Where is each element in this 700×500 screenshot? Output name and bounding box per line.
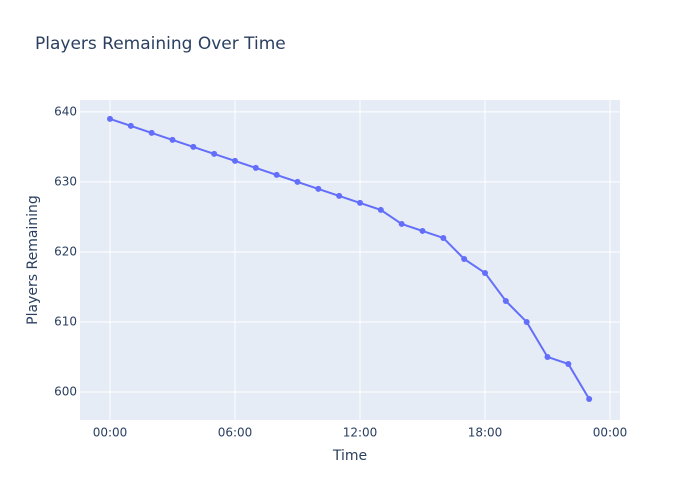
marker [127, 122, 134, 129]
y-tick-label: 630 [54, 174, 77, 188]
x-tick-label: 00:00 [93, 426, 128, 440]
marker [252, 164, 259, 171]
y-tick-label: 610 [54, 314, 77, 328]
x-tick-label: 00:00 [593, 426, 628, 440]
marker [461, 255, 468, 262]
plot-area [80, 100, 620, 420]
marker [273, 171, 280, 178]
marker [398, 220, 405, 227]
marker [315, 185, 322, 192]
marker [377, 206, 384, 213]
y-axis-title: Players Remaining [25, 195, 41, 325]
marker [357, 199, 363, 206]
marker [232, 157, 238, 164]
marker [440, 234, 447, 241]
marker [502, 297, 509, 304]
marker [190, 143, 197, 150]
marker [419, 227, 426, 234]
y-tick-label: 620 [54, 244, 77, 258]
y-tick-label: 600 [54, 384, 77, 398]
x-axis-title: Time [332, 448, 367, 464]
y-tick-label: 640 [54, 104, 77, 118]
marker [565, 360, 572, 367]
marker [482, 269, 488, 276]
marker [107, 115, 113, 122]
marker [294, 178, 301, 185]
x-tick-label: 12:00 [343, 426, 378, 440]
x-tick-label: 06:00 [218, 426, 253, 440]
marker [211, 150, 218, 157]
marker [148, 129, 155, 136]
marker [586, 395, 593, 402]
line [109, 117, 591, 400]
x-tick-label: 18:00 [468, 426, 503, 440]
marker [169, 136, 176, 143]
marker [336, 192, 343, 199]
marker [523, 318, 530, 325]
chart-title: Players Remaining Over Time [35, 34, 286, 54]
marker [544, 353, 551, 360]
